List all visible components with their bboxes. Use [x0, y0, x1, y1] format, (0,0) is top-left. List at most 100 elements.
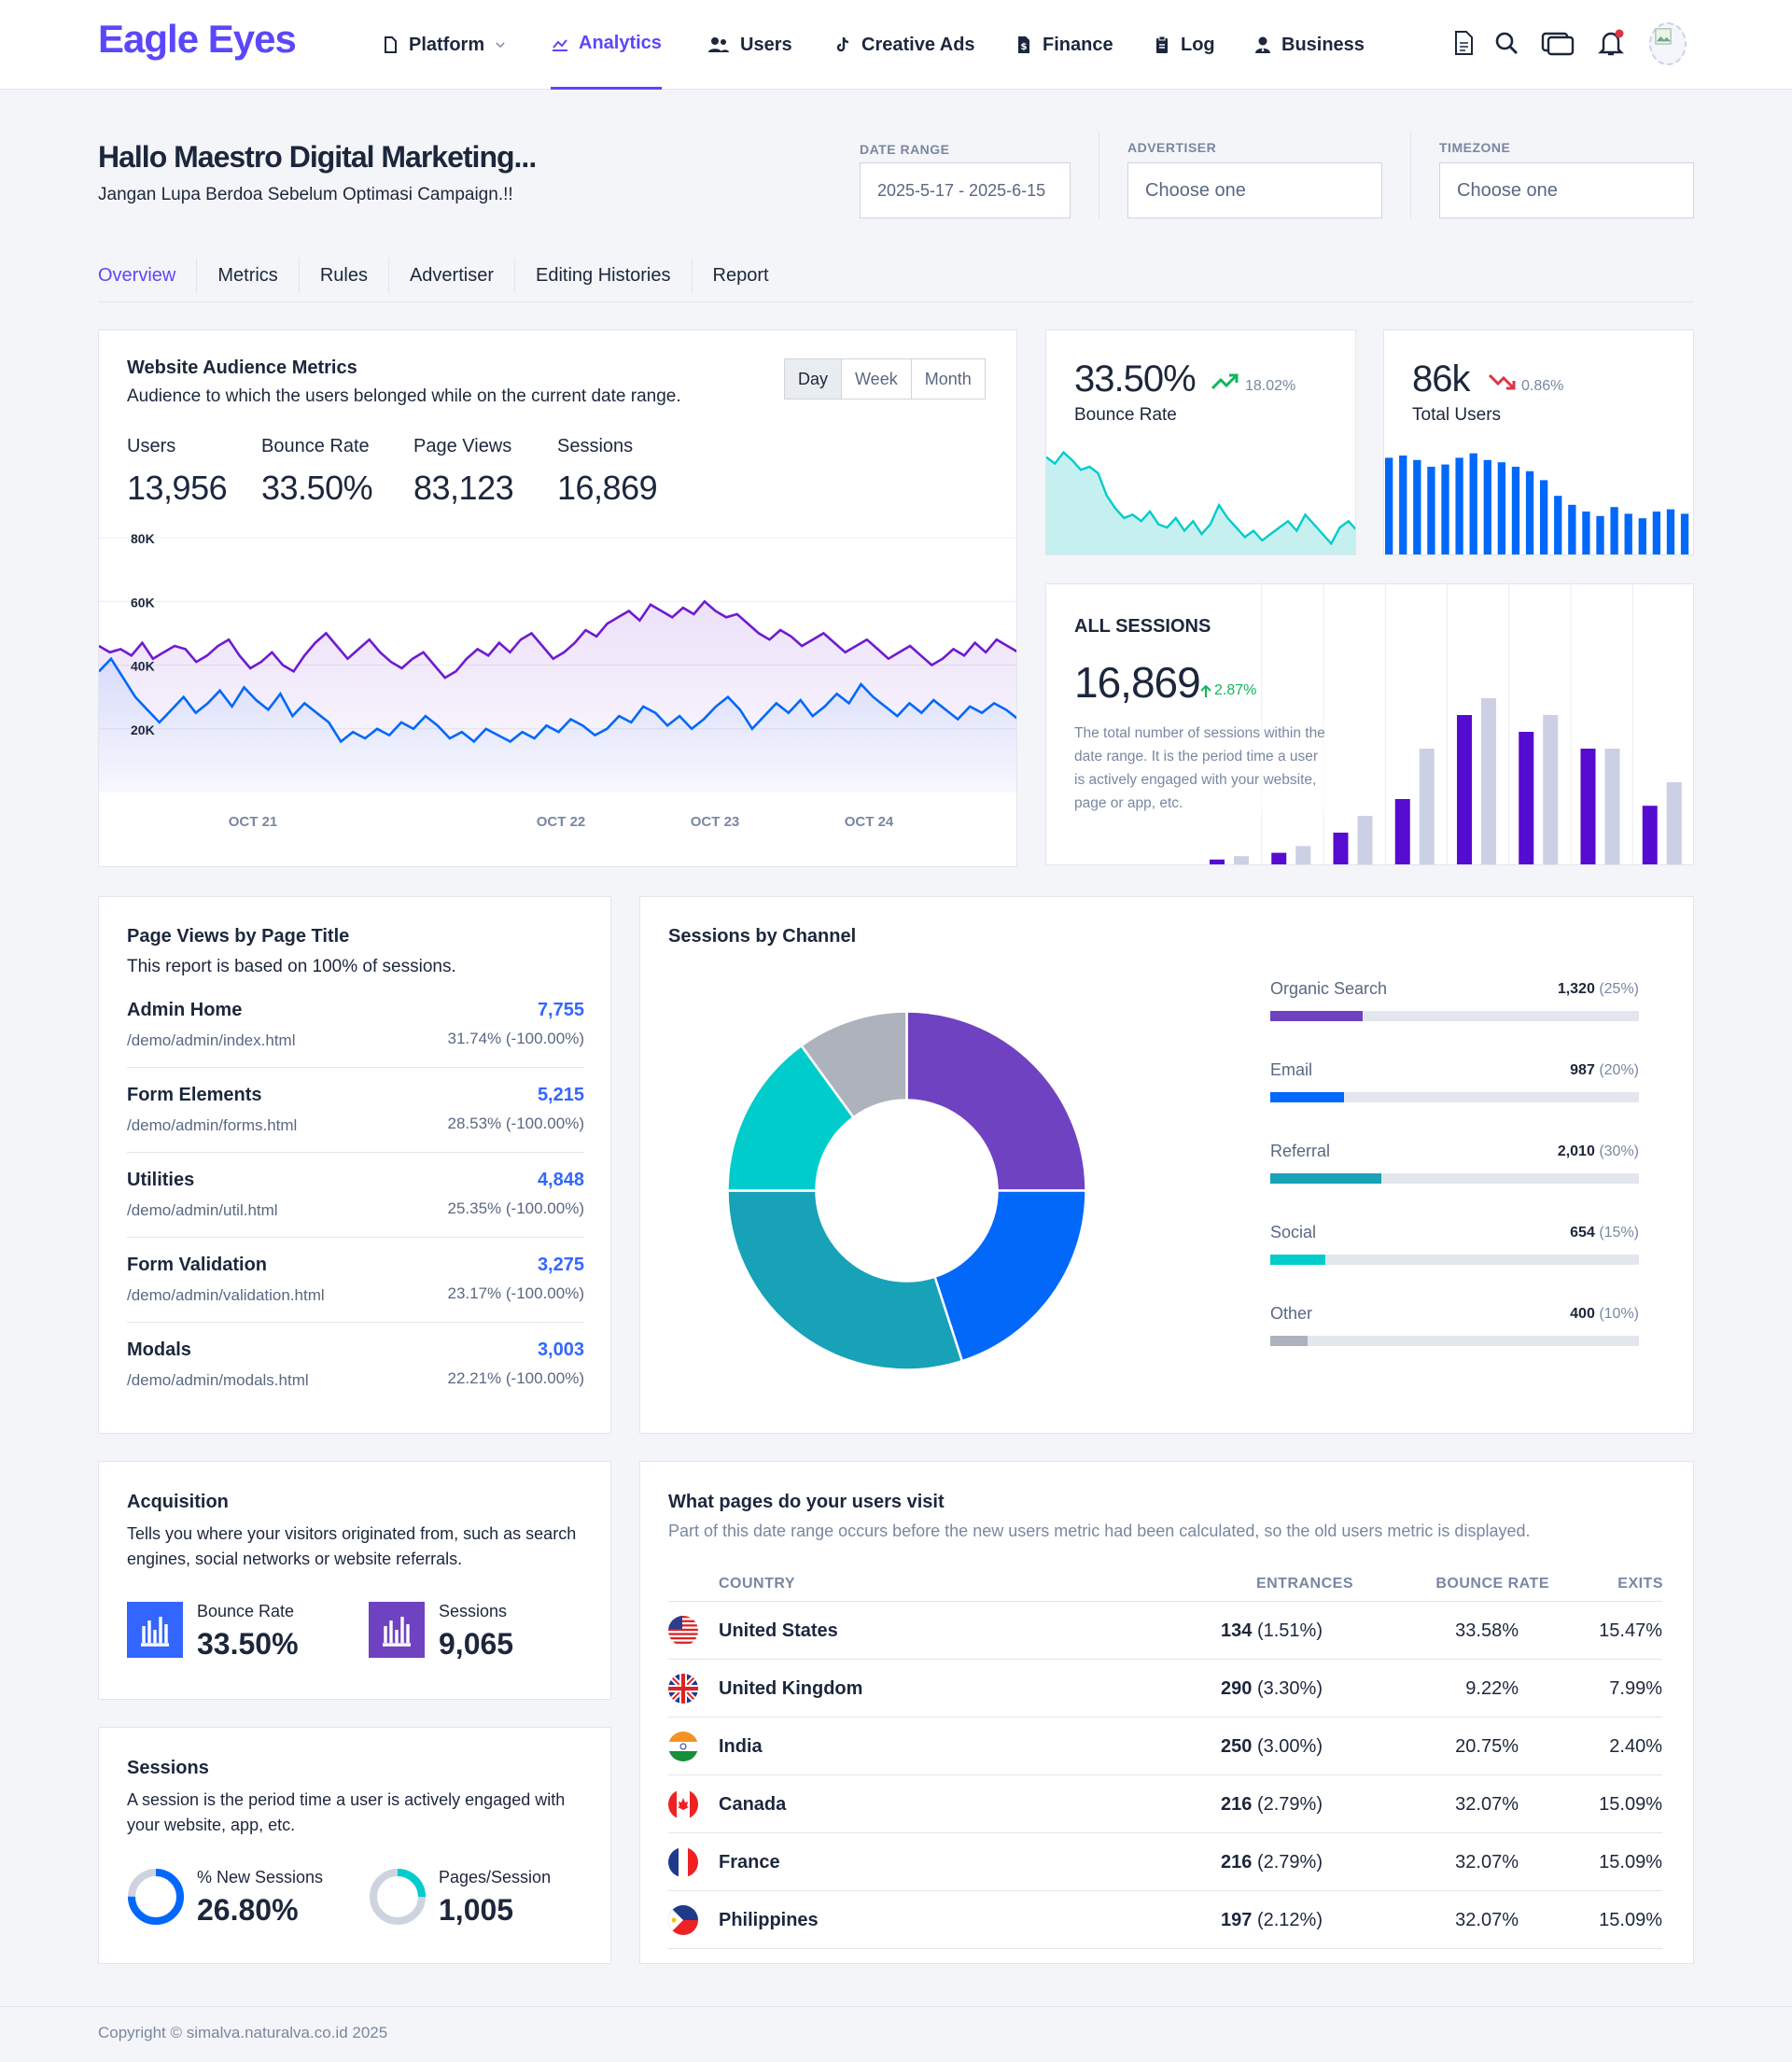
nav-creative-ads[interactable]: Creative Ads	[833, 0, 975, 90]
total-users-card: 86k 0.86% Total Users	[1383, 330, 1694, 555]
document-icon[interactable]	[1449, 28, 1478, 58]
tab-report[interactable]: Report	[712, 264, 769, 286]
table-row[interactable]: India 250 (3.00%) 20.75% 2.40%	[668, 1717, 1662, 1774]
nav-users[interactable]: Users	[707, 0, 792, 90]
period-month-button[interactable]: Month	[910, 359, 985, 399]
metric-bounce-rate: Bounce Rate 33.50%	[261, 436, 373, 507]
page-view-url: /demo/admin/util.html	[127, 1201, 278, 1219]
user-visits-card: What pages do your users visit Part of t…	[639, 1461, 1694, 1964]
user-bar	[1385, 457, 1393, 554]
entrances-count: 250	[1221, 1735, 1253, 1757]
timezone-select[interactable]: Choose one	[1439, 162, 1694, 218]
session-bar	[1580, 749, 1596, 864]
period-week-button[interactable]: Week	[841, 359, 911, 399]
sessions-bar-chart	[1210, 584, 1682, 864]
nav-business[interactable]: Business	[1253, 0, 1365, 90]
entrances-percent: (2.12%)	[1256, 1909, 1323, 1930]
pages-session-value: 1,005	[439, 1893, 514, 1927]
channel-value: 654 (15%)	[1570, 1225, 1639, 1241]
tab-bar: Overview Metrics Rules Advertiser Editin…	[98, 258, 1694, 302]
page-view-url: /demo/admin/forms.html	[127, 1116, 298, 1134]
bounce-rate-cell: 9.22%	[1465, 1677, 1519, 1699]
channel-percent: (20%)	[1599, 1062, 1639, 1078]
tab-editing-histories[interactable]: Editing Histories	[515, 258, 693, 293]
avatar[interactable]	[1649, 22, 1687, 65]
search-icon[interactable]	[1491, 28, 1521, 58]
tab-metrics[interactable]: Metrics	[197, 258, 300, 293]
table-row[interactable]: Canada 216 (2.79%) 32.07% 15.09%	[668, 1774, 1662, 1832]
table-row[interactable]: Philippines 197 (2.12%) 32.07% 15.09%	[668, 1890, 1662, 1948]
page-view-count: 3,275	[537, 1255, 584, 1275]
entrances-count: 134	[1221, 1620, 1253, 1641]
metric-page-views: Page Views 83,123	[413, 436, 514, 507]
chevron-down-icon	[496, 42, 505, 49]
bounce-rate-value: 33.50%	[1074, 358, 1197, 400]
page-subtitle: Jangan Lupa Berdoa Sebelum Optimasi Camp…	[98, 185, 513, 204]
series-line	[99, 656, 1016, 744]
table-row[interactable]: United States 134 (1.51%) 33.58% 15.47%	[668, 1601, 1662, 1659]
nav-platform[interactable]: Platform	[381, 0, 507, 90]
page-view-row[interactable]: Utilities/demo/admin/util.html 4,848 25.35…	[127, 1153, 584, 1238]
col-entrances: ENTRANCES	[1255, 1576, 1353, 1592]
channel-item: Social 654 (15%)	[1270, 1223, 1639, 1279]
bounce-rate-cell: 33.58%	[1455, 1620, 1519, 1641]
nav-label: Users	[740, 34, 792, 55]
tab-rules[interactable]: Rules	[300, 258, 389, 293]
page-view-row[interactable]: Modals/demo/admin/modals.html 3,003 22.21%…	[127, 1323, 584, 1408]
page-view-title: Admin Home	[127, 1000, 243, 1020]
bounce-rate-card: 33.50% 18.02% Bounce Rate	[1045, 330, 1356, 555]
donut-slice	[799, 1011, 908, 1119]
logo[interactable]: Eagle Eyes	[98, 17, 297, 61]
page-view-title: Utilities	[127, 1170, 195, 1190]
page-view-row[interactable]: Admin Home/demo/admin/index.html 7,755 31.…	[127, 983, 584, 1068]
card-subtitle: This report is based on 100% of sessions…	[127, 957, 456, 976]
acq-bounce-value: 33.50%	[197, 1627, 299, 1661]
audience-metrics-card: Website Audience Metrics Audience to whi…	[98, 330, 1017, 867]
nav-log[interactable]: Log	[1153, 0, 1215, 90]
user-bar	[1652, 512, 1661, 554]
table-row[interactable]: France 216 (2.79%) 32.07% 15.09%	[668, 1832, 1662, 1890]
bounce-rate-cell: 20.75%	[1455, 1735, 1519, 1757]
user-bar	[1596, 515, 1604, 554]
user-bar	[1568, 504, 1576, 554]
channel-count: 400	[1570, 1306, 1595, 1322]
channel-item: Email 987 (20%)	[1270, 1060, 1639, 1116]
channel-name: Other	[1270, 1304, 1313, 1323]
channel-progress-track	[1270, 1173, 1639, 1184]
svg-text:$: $	[1021, 42, 1028, 52]
tab-advertiser[interactable]: Advertiser	[389, 258, 515, 293]
page-view-percent: 31.74% (-100.00%)	[447, 1030, 584, 1047]
period-day-button[interactable]: Day	[785, 359, 842, 399]
tab-overview[interactable]: Overview	[98, 258, 198, 293]
channel-name: Organic Search	[1270, 979, 1388, 998]
user-bar	[1497, 462, 1506, 554]
page-view-row[interactable]: Form Elements/demo/admin/forms.html 5,215…	[127, 1068, 584, 1153]
channel-donut-chart	[727, 1011, 1086, 1370]
entrances-percent: (2.79%)	[1256, 1793, 1323, 1815]
date-range-input[interactable]: 2025-5-17 - 2025-6-15	[860, 162, 1071, 218]
page-view-url: /demo/admin/index.html	[127, 1031, 296, 1049]
session-bar	[1543, 715, 1559, 864]
entrances-count: 290	[1221, 1677, 1253, 1699]
all-sessions-card: ALL SESSIONS 16,869 2.87% The total numb…	[1045, 583, 1694, 865]
nav-analytics[interactable]: Analytics	[551, 0, 662, 90]
channel-progress-track	[1270, 1011, 1639, 1021]
page-view-row[interactable]: Form Validation/demo/admin/validation.ht…	[127, 1238, 584, 1323]
table-row[interactable]: United Kingdom 290 (3.30%) 9.22% 7.99%	[668, 1659, 1662, 1717]
entrances-percent: (3.30%)	[1256, 1677, 1323, 1699]
page-view-title: Form Validation	[127, 1255, 268, 1275]
exits-cell: 15.09%	[1599, 1909, 1662, 1930]
user-bar	[1540, 480, 1548, 554]
bell-icon[interactable]	[1596, 28, 1626, 58]
nav-finance[interactable]: $ Finance	[1015, 0, 1113, 90]
card-subtitle: Audience to which the users belonged whi…	[127, 386, 681, 406]
chat-icon[interactable]	[1540, 28, 1575, 58]
period-toggle: Day Week Month	[784, 358, 986, 400]
user-bar	[1469, 453, 1477, 554]
channel-value: 400 (10%)	[1570, 1306, 1639, 1323]
timezone-label: TIMEZONE	[1439, 140, 1511, 155]
advertiser-select[interactable]: Choose one	[1127, 162, 1382, 218]
country-name: India	[719, 1735, 763, 1757]
entrances-cell: 250 (3.00%)	[1221, 1718, 1323, 1775]
user-bar	[1455, 457, 1463, 554]
